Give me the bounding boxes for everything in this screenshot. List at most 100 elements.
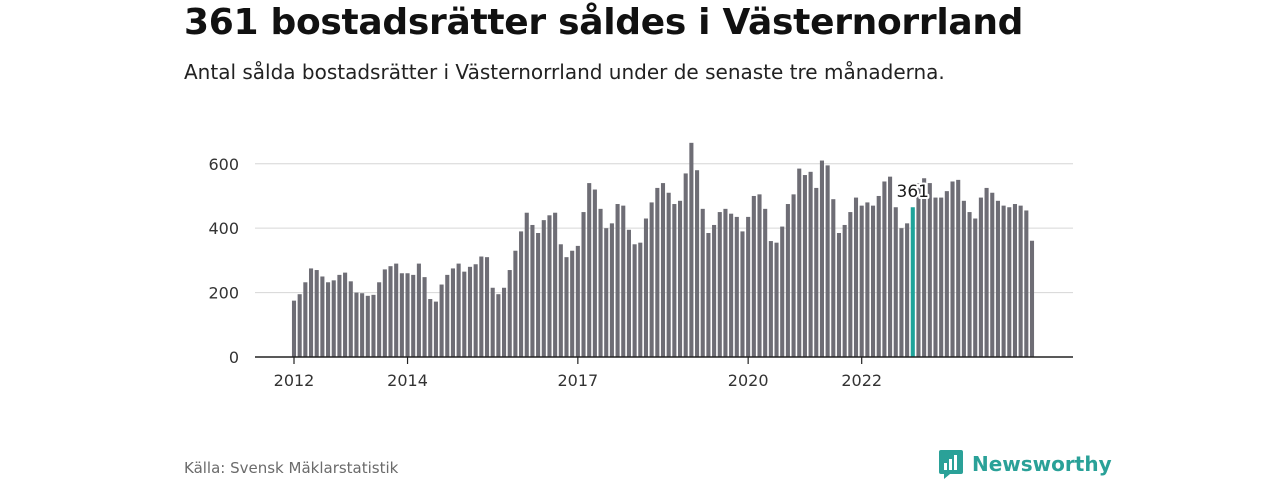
bar — [462, 271, 467, 357]
source-note: Källa: Svensk Mäklarstatistik — [184, 459, 399, 477]
bar — [314, 270, 319, 357]
bar — [961, 200, 966, 357]
bar — [632, 244, 637, 357]
bar — [343, 272, 348, 357]
bar — [888, 176, 893, 357]
bar — [377, 282, 382, 357]
bar — [592, 189, 597, 357]
bar — [467, 266, 473, 357]
bar — [848, 212, 853, 357]
bar — [1029, 240, 1035, 357]
bar — [791, 194, 796, 357]
bar — [456, 263, 461, 357]
x-tick-label: 2014 — [387, 371, 428, 390]
bar — [819, 160, 824, 357]
bar — [825, 165, 830, 358]
bar — [626, 229, 631, 357]
bar — [388, 266, 393, 357]
bar — [524, 212, 529, 357]
bar — [956, 179, 961, 357]
bar — [660, 183, 666, 357]
bar — [842, 224, 847, 357]
bar — [615, 204, 620, 357]
bar — [365, 295, 370, 357]
bar — [808, 171, 813, 357]
bar — [439, 284, 444, 357]
bar — [734, 216, 739, 357]
bar — [513, 250, 518, 357]
bar — [360, 293, 365, 357]
bar — [479, 256, 484, 357]
bar — [326, 282, 331, 357]
x-tick-label: 2020 — [728, 371, 769, 390]
bar — [541, 220, 546, 358]
bar — [411, 274, 416, 358]
bar — [905, 223, 910, 357]
bar — [973, 218, 978, 357]
bar — [910, 207, 915, 357]
bar — [831, 199, 836, 357]
newsworthy-logo-icon — [939, 450, 963, 479]
bar — [519, 231, 524, 357]
y-tick-label: 600 — [208, 155, 239, 174]
bar — [564, 257, 569, 357]
bar — [320, 276, 325, 357]
bar — [865, 202, 870, 357]
chart-subtitle: Antal sålda bostadsrätter i Västernorrla… — [184, 60, 945, 84]
bar — [445, 274, 450, 358]
bar — [712, 224, 717, 357]
x-tick-label: 2012 — [274, 371, 315, 390]
bar — [291, 300, 297, 357]
bar — [450, 268, 455, 357]
bar — [836, 233, 842, 357]
bar — [484, 257, 490, 357]
bar — [984, 187, 989, 357]
bar — [405, 273, 410, 357]
bar — [536, 233, 541, 357]
bar — [677, 200, 683, 357]
bar — [899, 228, 904, 357]
bar — [1007, 207, 1012, 357]
bar — [382, 269, 387, 357]
bar — [621, 205, 626, 357]
bar — [394, 263, 399, 357]
bar — [598, 208, 603, 357]
bar — [553, 212, 558, 357]
bar — [717, 212, 722, 357]
bar — [672, 204, 677, 357]
bar — [706, 233, 711, 357]
bar — [337, 274, 342, 358]
bar — [643, 218, 649, 357]
x-tick-label: 2022 — [841, 371, 882, 390]
bar — [422, 277, 427, 357]
bar — [416, 263, 421, 357]
y-tick-label: 400 — [208, 219, 239, 238]
bar — [507, 270, 512, 357]
bar — [723, 208, 728, 357]
bar — [774, 242, 779, 357]
bars — [291, 142, 1035, 358]
bar — [297, 294, 302, 357]
chart-title: 361 bostadsrätter såldes i Västernorrlan… — [184, 2, 1024, 43]
bar — [797, 168, 802, 357]
data-label: 361 — [897, 182, 929, 202]
bar — [746, 216, 751, 357]
bar — [655, 187, 660, 357]
bar — [740, 231, 745, 357]
bar — [814, 187, 819, 357]
y-tick-label: 0 — [229, 348, 239, 367]
bar — [785, 204, 790, 357]
bar — [558, 244, 563, 357]
bar — [853, 197, 859, 357]
bar — [751, 195, 756, 357]
bar — [581, 212, 586, 357]
bar — [530, 224, 535, 357]
bar — [995, 200, 1000, 357]
bar — [303, 282, 308, 357]
brand-logo[interactable]: Newsworthy — [938, 448, 1112, 480]
bar — [638, 242, 643, 357]
bar — [428, 299, 433, 357]
bar — [348, 281, 353, 357]
bar — [689, 142, 694, 357]
bar — [587, 183, 592, 357]
